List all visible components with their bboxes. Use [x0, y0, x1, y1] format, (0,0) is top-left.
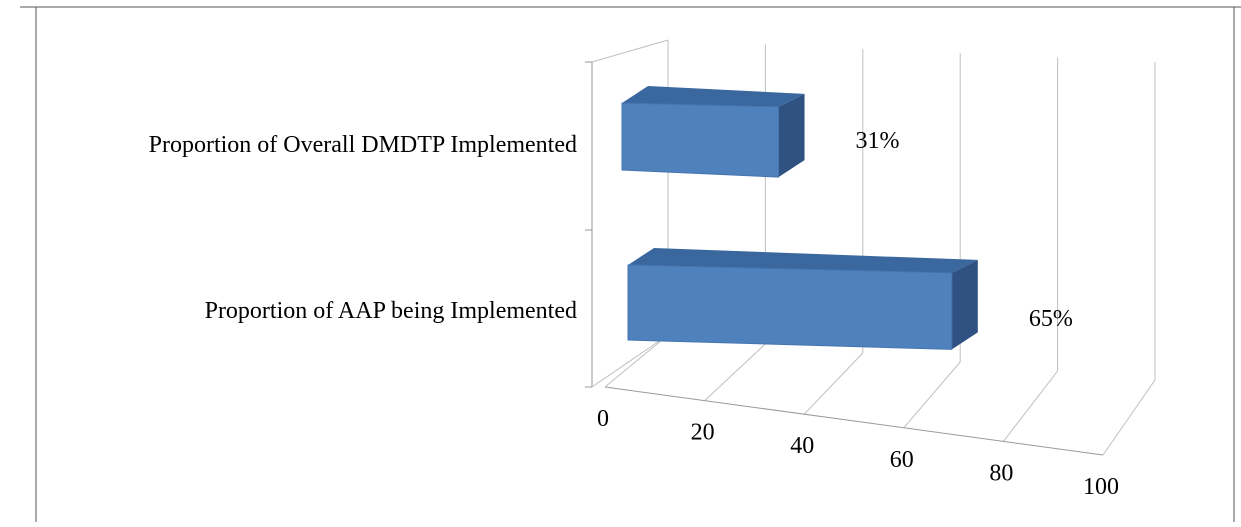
x-tick-label: 80: [989, 460, 1013, 486]
bar: [627, 264, 953, 350]
bar-side: [778, 93, 805, 178]
floor-gridline: [1003, 370, 1058, 442]
floor-gridline: [903, 361, 961, 429]
x-tick-label: 100: [1083, 474, 1119, 500]
bar: [621, 102, 780, 178]
x-tick-label: 60: [890, 447, 914, 473]
value-axis: [604, 386, 1104, 456]
floor-gridline: [1102, 379, 1156, 456]
side-wall-bottom: [591, 334, 669, 388]
x-tick-label: 40: [790, 433, 814, 459]
bar-side: [951, 259, 978, 350]
data-label: 65%: [1029, 306, 1073, 332]
floor-gridline: [604, 334, 669, 388]
data-label: 31%: [856, 128, 900, 154]
floor-gridline: [803, 352, 864, 415]
labels: 0 20 40 60 80 100 31% Proportion of Overall DMD…: [149, 128, 1119, 500]
bar-top: [622, 86, 805, 107]
floor-gridline: [704, 343, 766, 401]
x-tick-label: 0: [597, 406, 609, 432]
bars: [621, 86, 978, 350]
side-wall-top: [591, 39, 669, 63]
x-tick-label: 20: [691, 420, 715, 446]
category-label: Proportion of Overall DMDTP Implemented: [149, 132, 577, 158]
axes: [585, 39, 1104, 456]
category-label: Proportion of AAP being Implemented: [205, 298, 577, 324]
